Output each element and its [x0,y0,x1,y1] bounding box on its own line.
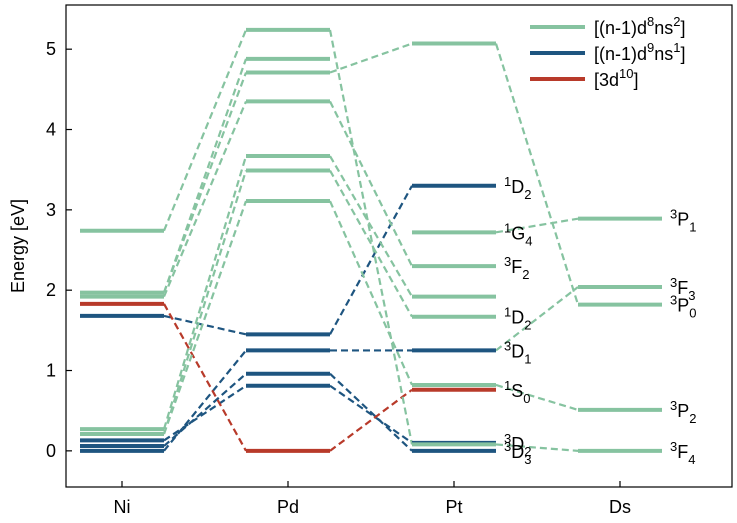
x-tick-label: Pd [277,497,299,517]
level-bars [80,27,662,453]
y-tick-label: 4 [46,120,56,140]
term-label: 1D2 [504,305,531,333]
term-label: 3D2 [504,431,531,459]
legend-label: [(n-1)d8ns2] [594,14,686,38]
connector-line [329,155,413,298]
connector-line [495,217,579,234]
legend-label: [(n-1)d9ns1] [594,40,686,64]
connector-line [162,200,248,435]
connector-line [495,286,579,352]
connector-line [163,303,247,452]
connector-line [495,383,579,411]
y-tick-label: 0 [46,441,56,461]
y-tick-label: 2 [46,280,56,300]
x-tick-label: Ni [114,497,131,517]
y-tick-label: 3 [46,200,56,220]
x-tick-label: Ds [609,497,631,517]
term-label: 1S0 [504,378,530,406]
connector-line [328,29,414,445]
connector-line [163,372,247,447]
x-tick-label: Pt [445,497,462,517]
connector-line [162,29,248,232]
connector-line [162,100,248,298]
connector-lines [162,29,580,452]
connector-line [329,169,413,318]
connector-line [329,388,413,452]
term-label: 3D3 [504,439,531,467]
y-tick-label: 1 [46,361,56,381]
connector-line [329,384,413,444]
connector-line [163,314,247,336]
connector-line [329,100,413,267]
term-label: 1D2 [504,174,531,202]
connector-line [163,384,247,442]
y-axis-title: Energy [eV] [8,199,28,293]
axes: 0 1 2 3 4 5 Ni Pd Pt Ds [46,39,631,517]
connector-line [329,185,413,335]
connector-line [328,200,414,386]
term-label: 3P1 [670,207,696,235]
legend: [(n-1)d8ns2][(n-1)d9ns1][3d10] [530,14,686,90]
term-label: 3P0 [670,293,696,321]
connector-line [329,372,413,452]
plot-frame [65,4,733,488]
connector-line [162,170,248,435]
connector-line [494,43,580,305]
term-label: 3F2 [504,254,529,282]
connector-line [329,42,413,74]
legend-label: [3d10] [594,66,639,90]
y-tick-label: 5 [46,39,56,59]
term-label: 3P2 [670,398,696,426]
connector-line [162,58,248,293]
connector-line [162,155,248,430]
term-label: 3D1 [504,338,531,366]
connector-line [495,443,579,452]
term-label: 3F4 [670,439,695,467]
term-label: 1G4 [504,220,532,248]
term-label: 3F3 [670,275,695,303]
